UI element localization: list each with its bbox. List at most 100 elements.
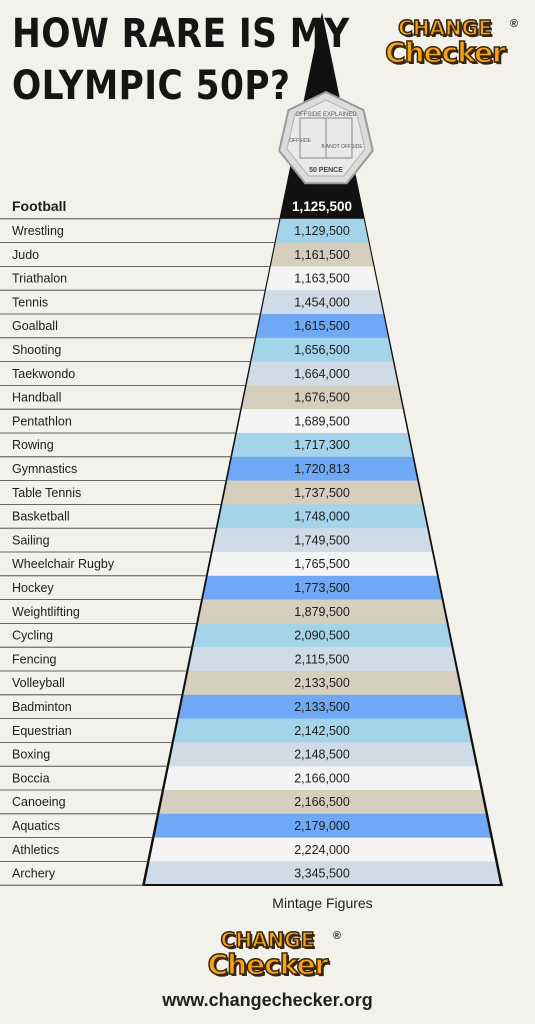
bar-basketball [145, 504, 500, 529]
category-label: Football [12, 198, 66, 214]
bar-boccia [145, 766, 500, 791]
value-label: 2,133,500 [294, 700, 350, 714]
value-label: 1,656,500 [294, 343, 350, 357]
category-label: Wheelchair Rugby [12, 557, 115, 571]
value-label: 2,179,000 [294, 819, 350, 833]
category-label: Wrestling [12, 224, 64, 238]
bar-gymnastics [145, 456, 500, 482]
value-label: 1,717,300 [294, 438, 350, 452]
logo-text-change: CHANGE [397, 16, 492, 40]
category-label: Boxing [12, 748, 50, 762]
logo-text-checker: Checker [207, 948, 329, 981]
category-label: Aquatics [12, 819, 60, 833]
bar-handball [145, 385, 500, 410]
bar-canoeing [145, 790, 500, 815]
value-label: 1,765,500 [294, 557, 350, 571]
value-label: 1,163,500 [294, 272, 350, 286]
value-label: 1,161,500 [294, 248, 350, 262]
category-label: Sailing [12, 533, 50, 547]
value-label: 2,148,500 [294, 748, 350, 762]
bar-aquatics [145, 813, 500, 839]
value-label: 1,125,500 [292, 199, 352, 214]
page-title: HOW RARE IS MY OLYMPIC 50P? [12, 8, 350, 112]
bar-volleyball [145, 671, 500, 696]
coin-right-text: B ANOT OFFSIDE [321, 144, 363, 150]
value-label: 1,664,000 [294, 367, 350, 381]
logo-text-change: CHANGE [220, 928, 315, 952]
category-label: Tennis [12, 295, 48, 309]
value-label: 1,129,500 [294, 224, 350, 238]
olympic-50p-coin-icon: OFFSIDE EXPLAINED OFFSIDE B ANOT OFFSIDE… [278, 90, 374, 185]
category-label: Gymnastics [12, 462, 77, 476]
value-label: 1,454,000 [294, 295, 350, 309]
coin-left-text: OFFSIDE [289, 138, 311, 144]
value-label: 2,090,500 [294, 629, 350, 643]
value-label: 1,748,000 [294, 510, 350, 524]
bar-archery [145, 861, 500, 884]
x-axis-label: Mintage Figures [272, 895, 373, 911]
coin-bottom-text: 50 PENCE [309, 167, 343, 174]
bar-sailing [145, 528, 500, 553]
category-label: Taekwondo [12, 367, 75, 381]
category-label: Shooting [12, 343, 61, 357]
bar-boxing [145, 742, 500, 767]
value-label: 2,166,500 [294, 795, 350, 809]
category-label: Fencing [12, 652, 57, 666]
bar-tennis [145, 290, 500, 315]
value-label: 1,737,500 [294, 486, 350, 500]
category-label: Athletics [12, 843, 59, 857]
bar-cycling [145, 623, 500, 648]
category-label: Handball [12, 391, 61, 405]
value-label: 1,676,500 [294, 391, 350, 405]
bar-rowing [145, 433, 500, 458]
bar-athletics [145, 837, 500, 862]
category-label: Weightlifting [12, 605, 80, 619]
registered-mark: ® [332, 930, 341, 942]
category-label: Cycling [12, 629, 53, 643]
change-checker-logo-footer[interactable]: CHANGE Checker ® [190, 928, 345, 981]
bar-fencing [145, 647, 500, 672]
bar-equestrian [145, 718, 500, 743]
category-label: Equestrian [12, 724, 72, 738]
value-label: 2,166,000 [294, 771, 350, 785]
bar-wrestling [145, 218, 500, 244]
bar-taekwondo [145, 361, 500, 386]
bar-badminton [145, 694, 500, 720]
value-label: 2,142,500 [294, 724, 350, 738]
category-label: Volleyball [12, 676, 65, 690]
title-line-1: HOW RARE IS MY [12, 11, 350, 57]
mintage-chart: Football Wrestling Judo Triathalon Tennis Goa… [0, 12, 503, 886]
category-label: Table Tennis [12, 486, 81, 500]
bar-weightlifting [145, 599, 500, 624]
coin-top-text: OFFSIDE EXPLAINED [295, 112, 357, 118]
value-label: 1,689,500 [294, 414, 350, 428]
bar-goalball [145, 314, 500, 339]
value-label: 2,115,500 [295, 652, 350, 666]
category-label: Triathalon [12, 272, 67, 286]
value-label: 1,879,500 [294, 605, 350, 619]
category-label: Rowing [12, 438, 54, 452]
category-label: Basketball [12, 510, 70, 524]
category-label: Goalball [12, 319, 58, 333]
category-label: Hockey [12, 581, 54, 595]
category-label: Pentathlon [12, 414, 72, 428]
bar-pentathlon [145, 409, 500, 434]
bar-shooting [145, 337, 500, 363]
value-label: 2,133,500 [294, 676, 350, 690]
bar-judo [145, 242, 500, 267]
category-label: Canoeing [12, 795, 66, 809]
value-label: 3,345,500 [294, 867, 350, 881]
category-label: Badminton [12, 700, 72, 714]
change-checker-logo[interactable]: CHANGE Checker ® [370, 16, 520, 68]
bar-hockey [145, 575, 500, 601]
registered-mark: ® [509, 18, 518, 30]
value-label: 2,224,000 [294, 843, 350, 857]
title-line-2: OLYMPIC 50P? [12, 63, 291, 109]
bar-football [145, 195, 500, 220]
category-label: Judo [12, 248, 39, 262]
category-label: Archery [12, 867, 56, 881]
value-label: 1,773,500 [294, 581, 350, 595]
footer-url-link[interactable]: www.changechecker.org [162, 990, 373, 1010]
value-label: 1,615,500 [294, 319, 350, 333]
value-label: 1,749,500 [294, 533, 350, 547]
